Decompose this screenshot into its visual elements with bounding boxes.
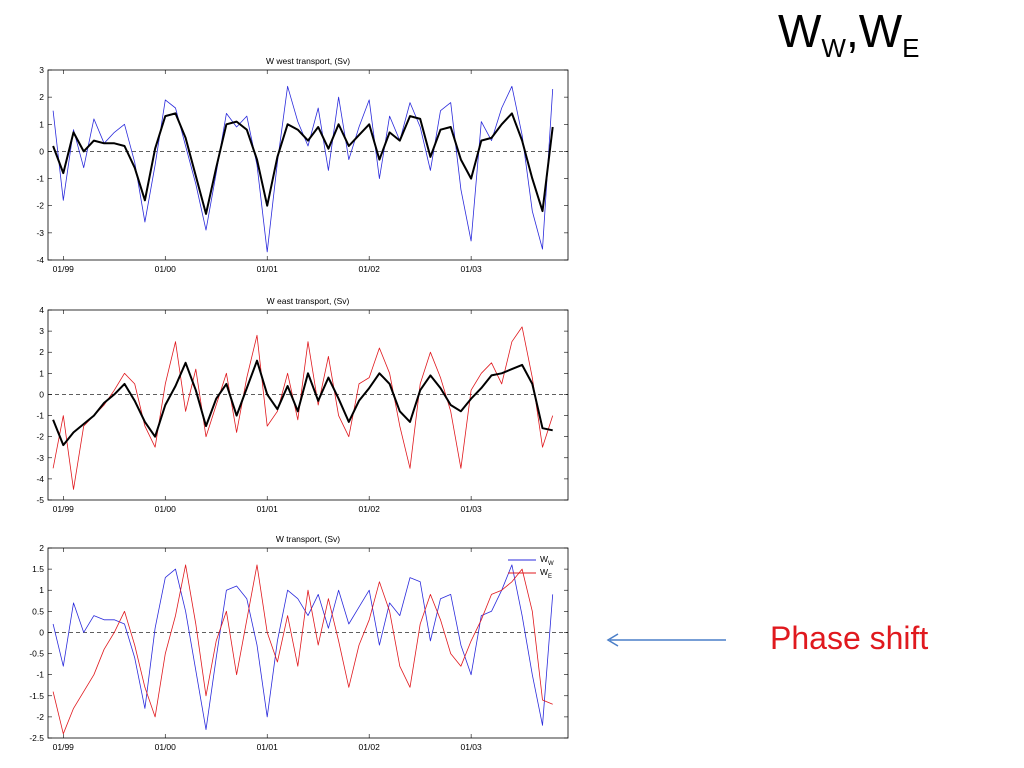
y-tick-label: -3 <box>36 228 44 238</box>
y-tick-label: -2 <box>36 712 44 722</box>
title-separator: , <box>845 5 859 57</box>
plot-frame <box>47 69 569 261</box>
legend-entry: WW <box>540 554 554 567</box>
y-tick-label: -1 <box>36 670 44 680</box>
y-tick-label: 0 <box>39 389 44 399</box>
x-tick-label: 01/02 <box>359 742 381 752</box>
chart-title: W east transport, (Sv) <box>267 296 350 306</box>
y-tick-label: 3 <box>39 326 44 336</box>
series-line-1 <box>52 112 554 215</box>
left-arrow-icon <box>606 633 726 647</box>
y-tick-label: 2 <box>39 543 44 553</box>
y-tick-label: 0.5 <box>32 606 44 616</box>
y-tick-label: -5 <box>36 495 44 505</box>
plot-frame <box>47 309 569 501</box>
x-tick-label: 01/01 <box>257 504 279 514</box>
y-tick-label: -0.5 <box>29 649 44 659</box>
x-tick-label: 01/99 <box>53 742 75 752</box>
y-tick-label: -2 <box>36 201 44 211</box>
x-tick-label: 01/01 <box>257 264 279 274</box>
y-tick-label: 0 <box>39 146 44 156</box>
x-tick-label: 01/99 <box>53 264 75 274</box>
y-tick-label: -1 <box>36 411 44 421</box>
x-tick-label: 01/01 <box>257 742 279 752</box>
y-tick-label: -3 <box>36 453 44 463</box>
y-tick-label: 1 <box>39 119 44 129</box>
y-tick-label: 1 <box>39 585 44 595</box>
y-tick-label: -1 <box>36 174 44 184</box>
title-sub-2: E <box>902 33 920 63</box>
series-line-1 <box>52 359 553 447</box>
y-tick-label: -1.5 <box>29 691 44 701</box>
slide-title: WW,WE <box>778 4 920 64</box>
series-line-0 <box>52 326 554 490</box>
chart-west-transport: W west transport, (Sv) 3 2 1 0 -1 -2 -3 -4 01/99 0… <box>36 56 569 274</box>
title-sub-1: W <box>821 33 846 63</box>
x-tick-label: 01/00 <box>155 264 177 274</box>
y-tick-label: 2 <box>39 92 44 102</box>
title-main-2: W <box>858 5 903 57</box>
phase-shift-label: Phase shift <box>770 620 929 656</box>
y-tick-label: 4 <box>39 305 44 315</box>
x-tick-label: 01/00 <box>155 504 177 514</box>
y-tick-label: -4 <box>36 255 44 265</box>
y-tick-label: 0 <box>39 627 44 637</box>
plot-frame <box>47 547 569 739</box>
series-line-1 <box>52 564 553 735</box>
series-line-0 <box>52 564 554 731</box>
y-tick-label: -2.5 <box>29 733 44 743</box>
y-tick-label: -4 <box>36 474 44 484</box>
y-tick-label: 2 <box>39 347 44 357</box>
chart-east-transport: W east transport, (Sv) 4 3 2 1 0 -1 -2 -3 -4 -5 01/… <box>36 296 569 514</box>
y-tick-label: 1.5 <box>32 564 44 574</box>
x-tick-label: 01/02 <box>359 264 381 274</box>
y-tick-label: 3 <box>39 65 44 75</box>
x-tick-label: 01/03 <box>460 742 482 752</box>
x-tick-label: 01/03 <box>460 504 482 514</box>
title-main-1: W <box>778 5 822 57</box>
y-tick-label: -2 <box>36 432 44 442</box>
legend-entry: WE <box>540 567 552 580</box>
x-tick-label: 01/99 <box>53 504 75 514</box>
chart-title: W west transport, (Sv) <box>266 56 350 66</box>
x-tick-label: 01/03 <box>460 264 482 274</box>
chart-combined-transport: W transport, (Sv) 2 1.5 1 0.5 0 -0.5 -1 -1.5 -2 -2… <box>29 534 569 752</box>
chart-title: W transport, (Sv) <box>276 534 340 544</box>
x-tick-label: 01/02 <box>359 504 381 514</box>
x-tick-label: 01/00 <box>155 742 177 752</box>
y-tick-label: 1 <box>39 368 44 378</box>
